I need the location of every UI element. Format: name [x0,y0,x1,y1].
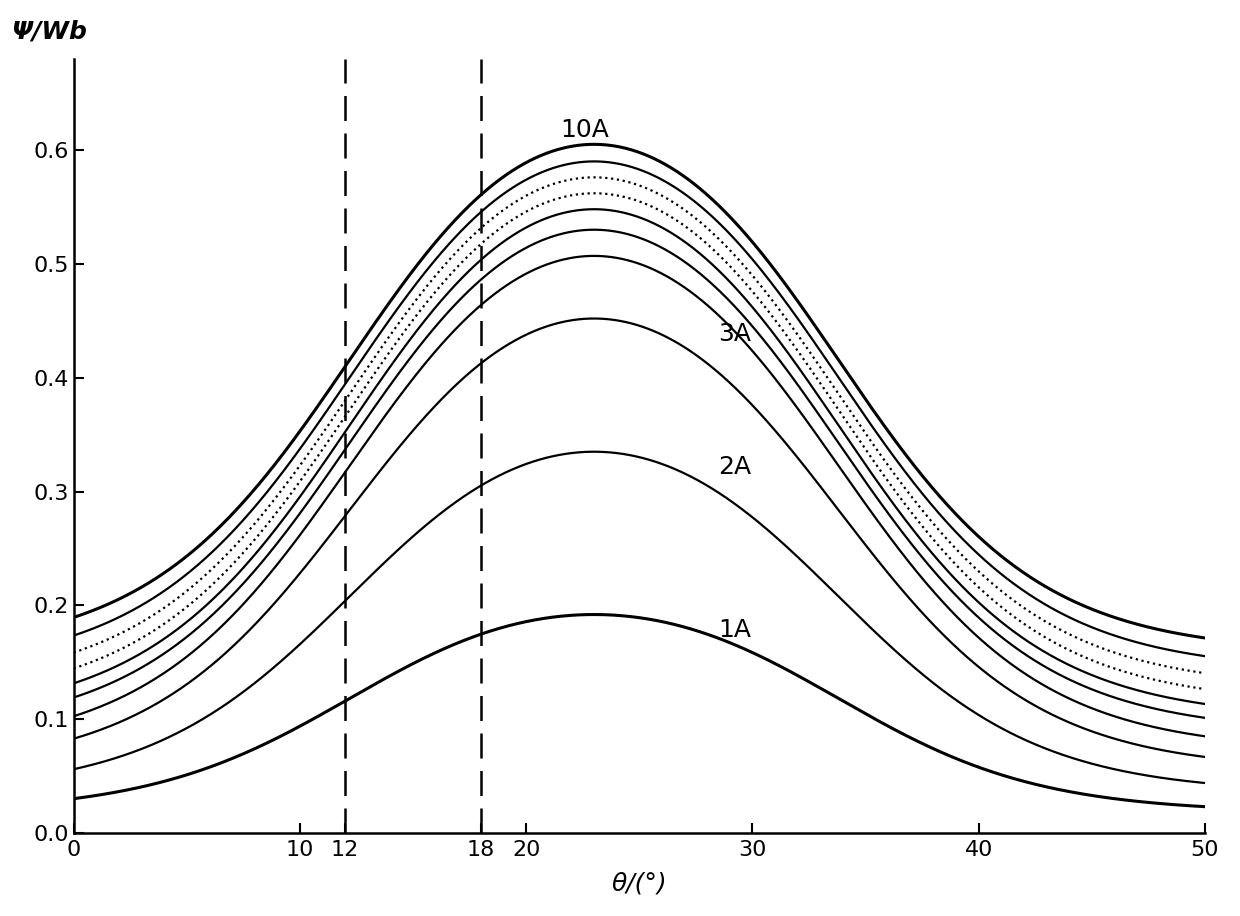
Text: 1A: 1A [718,618,751,642]
Text: 3A: 3A [718,322,751,346]
Text: 10A: 10A [560,117,609,142]
Text: 2A: 2A [718,454,751,478]
X-axis label: θ/(°): θ/(°) [611,871,667,895]
Text: Ψ/Wb: Ψ/Wb [11,19,87,43]
